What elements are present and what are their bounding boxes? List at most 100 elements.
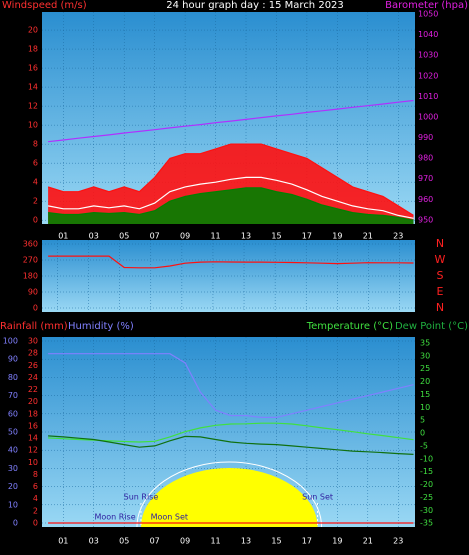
y-tick-label: 0 [13, 518, 18, 527]
x-tick-label: 17 [302, 537, 312, 546]
y2-tick-label: -30 [420, 506, 433, 515]
y2-tick-label: -35 [420, 519, 433, 528]
x-tick-label: 09 [180, 537, 190, 546]
y3-tick-label: 12 [28, 446, 38, 455]
y2-tick-label: 1050 [418, 10, 438, 19]
y3-tick-label: 4 [33, 494, 38, 503]
x-tick-label: 23 [393, 537, 403, 546]
x-tick-label: 19 [332, 232, 342, 241]
y2-tick-label: 25 [420, 364, 430, 373]
x-tick-label: 13 [241, 537, 251, 546]
y-tick-label: 70 [8, 391, 18, 400]
y2-tick-label: -15 [420, 467, 433, 476]
y2-tick-label: 970 [418, 174, 433, 183]
x-tick-label: 05 [119, 537, 129, 546]
y3-tick-label: 0 [33, 518, 38, 527]
y-tick-label: 90 [28, 288, 38, 297]
annotation: Sun Set [302, 493, 333, 502]
y-tick-label: 6 [33, 159, 38, 168]
y2-tick-label: -5 [420, 441, 428, 450]
y2-tick-label: W [435, 253, 446, 266]
y-tick-label: 10 [28, 121, 38, 130]
y2-tick-label: 1020 [418, 71, 438, 80]
y-tick-label: 40 [8, 446, 18, 455]
y2-tick-label: 1030 [418, 51, 438, 60]
y-tick-label: 16 [28, 64, 38, 73]
y2-tick-label: 0 [420, 429, 425, 438]
y3-tick-label: 30 [28, 337, 38, 346]
y2-tick-label: E [437, 285, 444, 298]
y-tick-label: 100 [3, 337, 18, 346]
x-tick-label: 19 [332, 537, 342, 546]
axis-label: Barometer (hpa) [385, 0, 468, 11]
axis-label: Humidity (%) [68, 321, 134, 332]
y-tick-label: 360 [23, 240, 38, 249]
y-tick-label: 12 [28, 102, 38, 111]
annotation: Moon Rise [94, 513, 135, 522]
x-tick-label: 13 [241, 232, 251, 241]
y-tick-label: 2 [33, 197, 38, 206]
annotation: Sun Rise [124, 493, 159, 502]
y3-tick-label: 22 [28, 385, 38, 394]
y-tick-label: 30 [8, 464, 18, 473]
x-tick-label: 05 [119, 232, 129, 241]
y-tick-label: 270 [23, 256, 38, 265]
y2-tick-label: S [437, 269, 444, 282]
x-tick-label: 01 [58, 537, 68, 546]
y3-tick-label: 26 [28, 361, 38, 370]
y3-tick-label: 10 [28, 458, 38, 467]
x-tick-label: 15 [271, 232, 281, 241]
sun-area [140, 468, 318, 527]
y2-tick-label: 30 [420, 351, 430, 360]
y-tick-label: 80 [8, 373, 18, 382]
series-line [48, 255, 414, 269]
y-tick-label: 50 [8, 428, 18, 437]
y2-tick-label: -20 [420, 480, 433, 489]
x-tick-label: 09 [180, 232, 190, 241]
x-tick-label: 07 [150, 232, 160, 241]
y2-tick-label: 960 [418, 195, 433, 204]
x-tick-label: 21 [363, 537, 373, 546]
x-tick-label: 11 [210, 232, 220, 241]
y3-tick-label: 6 [33, 482, 38, 491]
y3-tick-label: 28 [28, 349, 38, 358]
y3-tick-label: 18 [28, 409, 38, 418]
axis-label: Dew Point (°C) [395, 321, 468, 332]
y2-tick-label: 1040 [418, 30, 438, 39]
x-tick-label: 03 [89, 537, 99, 546]
axis-label: Windspeed (m/s) [2, 0, 87, 11]
y2-tick-label: 950 [418, 215, 433, 224]
series-line [48, 435, 414, 455]
y2-tick-label: 15 [420, 390, 430, 399]
y2-tick-label: -25 [420, 493, 433, 502]
y-tick-label: 180 [23, 272, 38, 281]
x-tick-label: 15 [271, 537, 281, 546]
x-tick-label: 01 [58, 232, 68, 241]
y2-tick-label: 20 [420, 377, 430, 386]
x-tick-label: 21 [363, 232, 373, 241]
axis-label: Rainfall (mm) [0, 321, 68, 332]
x-tick-label: 23 [393, 232, 403, 241]
y-tick-label: 4 [33, 178, 38, 187]
y2-tick-label: 1000 [418, 112, 438, 121]
x-tick-label: 11 [210, 537, 220, 546]
y3-tick-label: 14 [28, 434, 38, 443]
annotation: Moon Set [151, 513, 188, 522]
y2-tick-label: 35 [420, 338, 430, 347]
series-line [48, 422, 414, 443]
area-fill [48, 144, 414, 224]
y-tick-label: 0 [33, 304, 38, 313]
y-tick-label: 60 [8, 409, 18, 418]
y3-tick-label: 2 [33, 506, 38, 515]
y2-tick-label: 990 [418, 133, 433, 142]
x-tick-label: 03 [89, 232, 99, 241]
y2-tick-label: 5 [420, 416, 425, 425]
y-tick-label: 10 [8, 500, 18, 509]
y-tick-label: 8 [33, 140, 38, 149]
series-line [47, 176, 414, 219]
y2-tick-label: -10 [420, 454, 433, 463]
series-line [48, 353, 414, 418]
series-line [48, 99, 414, 143]
y3-tick-label: 8 [33, 470, 38, 479]
